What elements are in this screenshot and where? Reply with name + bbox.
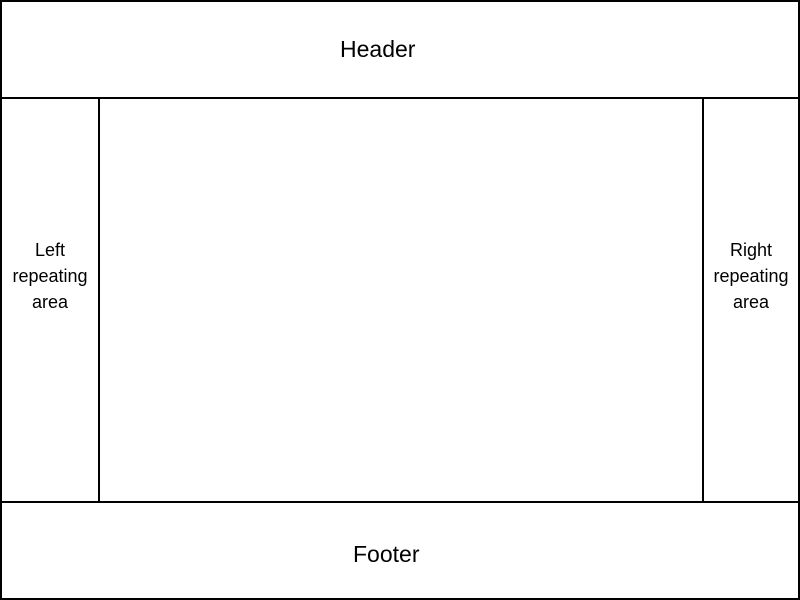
- right-label-line-1: Right: [729, 240, 773, 260]
- right-repeating-area-label: Right repeating area: [704, 237, 798, 315]
- header-region: Header: [2, 2, 798, 99]
- left-label-line-1: Left: [34, 240, 66, 260]
- left-label-line-3: area: [31, 292, 69, 312]
- right-label-line-3: area: [732, 292, 770, 312]
- footer-region: Footer: [2, 501, 798, 598]
- left-label-line-2: repeating: [12, 266, 88, 286]
- left-repeating-area-label: Left repeating area: [2, 237, 98, 315]
- footer-label: Footer: [353, 541, 420, 567]
- main-content-area: [100, 99, 702, 501]
- header-label: Header: [340, 36, 416, 62]
- right-repeating-area: Right repeating area: [702, 99, 798, 501]
- right-label-line-2: repeating: [713, 266, 789, 286]
- left-repeating-area: Left repeating area: [2, 99, 100, 501]
